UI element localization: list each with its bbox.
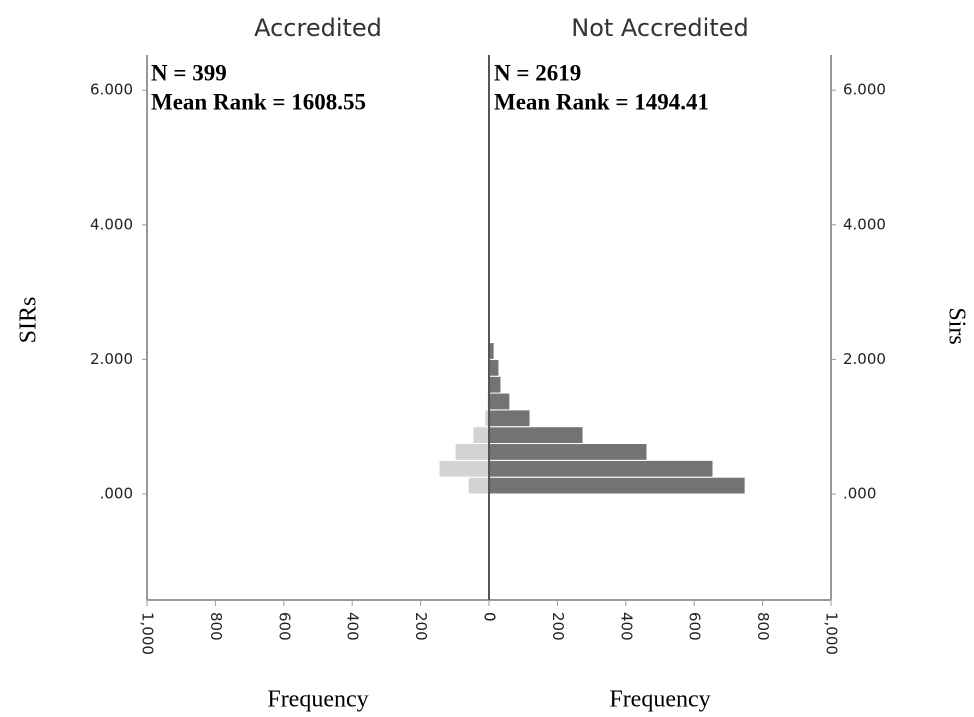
x-tick-label: 400 — [344, 612, 362, 641]
x-tick-label: 0 — [481, 612, 499, 622]
annotation: Mean Rank = 1608.55 — [151, 89, 366, 114]
x-axis-label: Frequency — [267, 687, 368, 713]
bar — [488, 375, 502, 394]
y-tick-label: 2.000 — [90, 350, 133, 368]
y-axis-label: SIRs — [16, 297, 42, 344]
annotation: N = 2619 — [494, 60, 581, 85]
bar — [488, 358, 500, 377]
annotation: Mean Rank = 1494.41 — [494, 89, 709, 114]
x-axis-label: Frequency — [609, 687, 710, 713]
bar — [472, 426, 490, 445]
bar — [488, 392, 511, 411]
panel-title: Not Accredited — [571, 14, 748, 42]
y-tick-label: .000 — [100, 485, 133, 503]
x-tick-label: 200 — [412, 612, 430, 641]
x-tick-label: 200 — [549, 612, 567, 641]
y-tick-label: .000 — [843, 485, 876, 503]
bar — [488, 409, 531, 428]
bar — [488, 459, 714, 478]
x-tick-label: 800 — [207, 612, 225, 641]
x-tick-label: 1,000 — [139, 612, 157, 655]
y-tick-label: 4.000 — [90, 215, 133, 233]
panel-title: Accredited — [254, 14, 382, 42]
x-tick-label: 600 — [686, 612, 704, 641]
bar — [454, 443, 490, 461]
x-tick-label: 600 — [275, 612, 293, 641]
y-tick-label: 6.000 — [843, 81, 886, 99]
x-tick-label: 0 — [481, 612, 499, 622]
bar — [467, 476, 490, 495]
x-tick-label: 400 — [617, 612, 635, 641]
annotation: N = 399 — [151, 60, 227, 85]
y-axis-label: Sirs — [943, 307, 969, 344]
bar — [488, 476, 746, 495]
y-tick-label: 6.000 — [90, 81, 133, 99]
bar — [488, 426, 584, 445]
bar — [438, 459, 490, 478]
bar — [488, 443, 648, 461]
x-tick-label: 1,000 — [823, 612, 841, 655]
y-tick-label: 4.000 — [843, 215, 886, 233]
y-tick-label: 2.000 — [843, 350, 886, 368]
x-tick-label: 800 — [754, 612, 772, 641]
